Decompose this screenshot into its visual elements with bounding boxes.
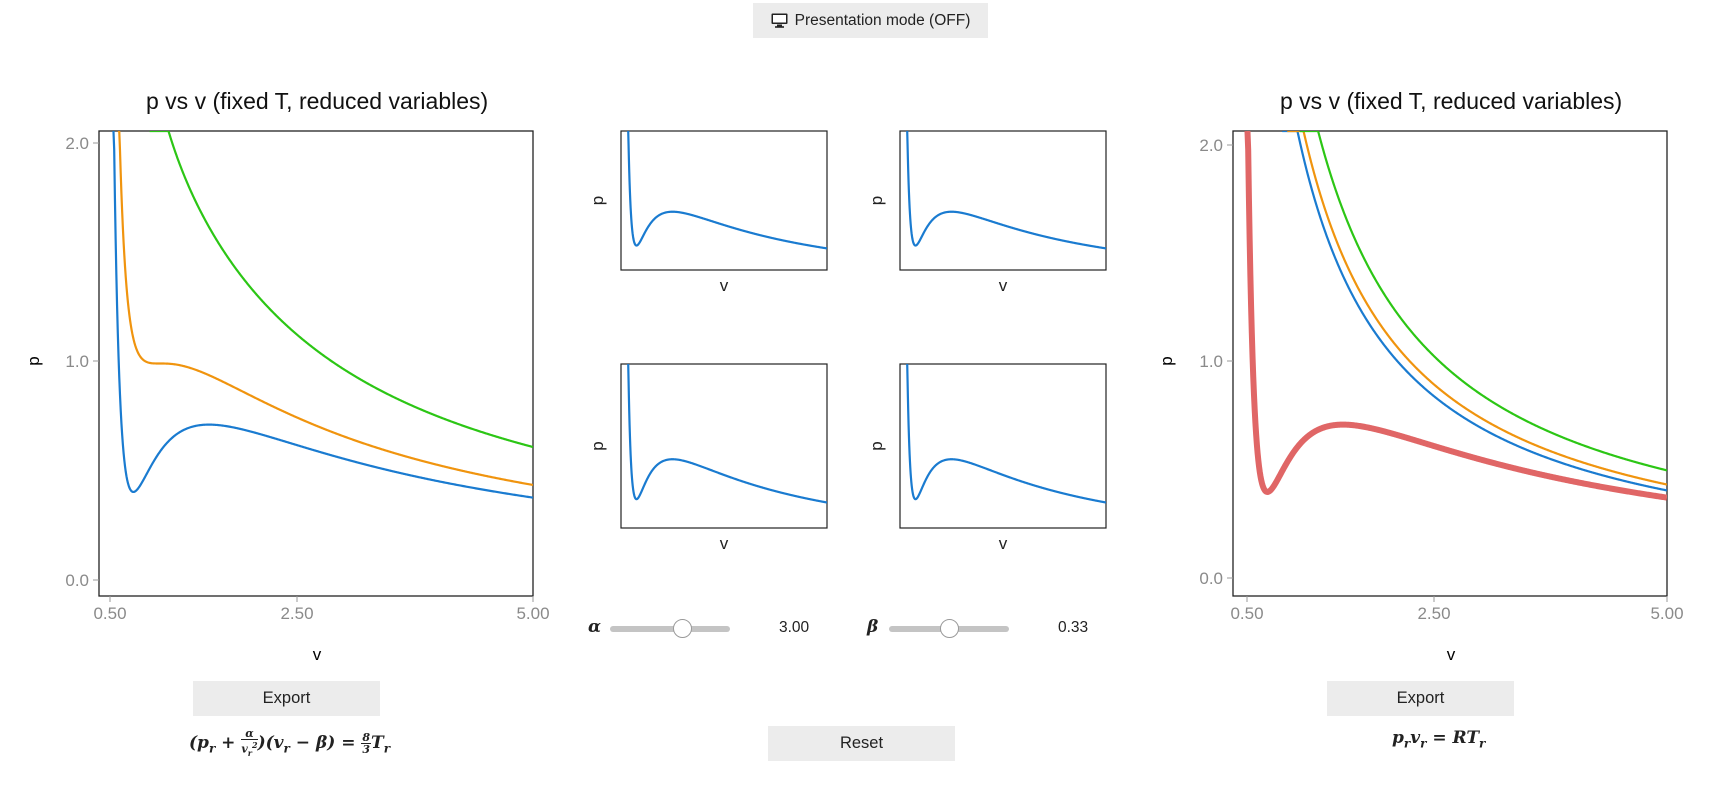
- mini-y-axis-label: p: [588, 441, 607, 450]
- alpha-symbol: α: [588, 617, 602, 637]
- mini-x-axis-label: v: [720, 276, 729, 295]
- alpha-value: 3.00: [779, 619, 810, 636]
- right-series-line-1: [1281, 131, 1667, 492]
- left-plot-frame: [98, 130, 534, 597]
- y-tick-label: 1.0: [1199, 352, 1223, 371]
- beta-slider-row: β 0.33: [867, 616, 1107, 642]
- left-plot[interactable]: 0.0 1.0 2.0 0.50 2.50 5.00 v p: [0, 0, 560, 670]
- left-series-line-0: [112, 131, 533, 499]
- x-tick-label: 5.00: [516, 604, 549, 623]
- mini-plot-lines: [627, 131, 827, 250]
- y-tick-label: 0.0: [65, 571, 89, 590]
- alpha-slider-thumb[interactable]: [672, 619, 692, 638]
- presentation-mode-label: Presentation mode (OFF): [794, 11, 971, 29]
- mini-x-axis-label: v: [720, 534, 729, 553]
- reset-button[interactable]: Reset: [768, 726, 955, 761]
- mini-y-axis-label: p: [867, 196, 886, 205]
- presentation-mode-button[interactable]: Presentation mode (OFF): [753, 3, 988, 38]
- x-tick-label: 2.50: [280, 604, 313, 623]
- beta-symbol: β: [867, 617, 879, 637]
- right-export-button[interactable]: Export: [1327, 681, 1514, 716]
- left-plot-lines: [112, 131, 533, 499]
- mini-plot-frame: [620, 363, 828, 529]
- alpha-slider-row: α 3.00: [588, 616, 828, 642]
- mini-series-line-0: [627, 131, 827, 250]
- x-tick-label: 2.50: [1417, 604, 1450, 623]
- y-tick-label: 2.0: [1199, 136, 1223, 155]
- left-series-line-1: [117, 131, 533, 487]
- right-series-line-3: [1299, 131, 1667, 472]
- mini-plots: v p v p v p v p: [588, 130, 1107, 553]
- mini-x-axis-label: v: [999, 276, 1008, 295]
- left-y-axis-label: p: [24, 356, 43, 365]
- mini-series-line-1: [906, 131, 1106, 250]
- right-series-line-0: [1244, 131, 1667, 501]
- beta-value: 0.33: [1058, 619, 1089, 636]
- mini-y-axis-label: p: [867, 441, 886, 450]
- mini-series-line-3: [906, 364, 1106, 504]
- mini-plot-frame: [899, 363, 1107, 529]
- right-x-axis-label: v: [1447, 645, 1456, 664]
- right-series-line-2: [1286, 131, 1667, 486]
- left-series-line-2: [149, 131, 533, 449]
- y-tick-label: 2.0: [65, 134, 89, 153]
- y-tick-label: 1.0: [65, 352, 89, 371]
- left-export-button[interactable]: Export: [193, 681, 380, 716]
- left-plot-title: p vs v (fixed T, reduced variables): [146, 88, 489, 114]
- left-equation: (pr + α vr2 )(vr − β) = 8 3 Tr: [189, 727, 391, 758]
- right-y-axis-label: p: [1157, 356, 1176, 365]
- x-tick-label: 0.50: [1230, 604, 1263, 623]
- beta-slider-thumb[interactable]: [939, 619, 959, 638]
- right-plot-frame: [1232, 130, 1668, 597]
- mini-series-line-2: [627, 364, 827, 504]
- left-x-axis-label: v: [313, 645, 322, 664]
- right-plot-title: p vs v (fixed T, reduced variables): [1280, 88, 1623, 114]
- right-plot-lines: [1244, 131, 1667, 501]
- mini-y-axis-label: p: [588, 196, 607, 205]
- right-plot-ticks: 0.0 1.0 2.0 0.50 2.50 5.00: [1199, 136, 1683, 623]
- mini-plot-frame: [899, 130, 1107, 271]
- mini-plot-frame: [620, 130, 828, 271]
- y-tick-label: 0.0: [1199, 569, 1223, 588]
- mini-plot-lines: [906, 364, 1106, 504]
- right-equation: prvr = RTr: [1392, 728, 1486, 751]
- monitor-icon: [771, 13, 788, 28]
- x-tick-label: 5.00: [1650, 604, 1683, 623]
- mini-plot-lines: [906, 131, 1106, 250]
- left-plot-ticks: 0.0 1.0 2.0 0.50 2.50 5.00: [65, 134, 549, 623]
- alpha-slider-track[interactable]: [610, 626, 730, 632]
- x-tick-label: 0.50: [93, 604, 126, 623]
- right-plot[interactable]: 0.0 1.0 2.0 0.50 2.50 5.00 v p: [1140, 0, 1720, 670]
- mini-plot-lines: [627, 364, 827, 504]
- mini-x-axis-label: v: [999, 534, 1008, 553]
